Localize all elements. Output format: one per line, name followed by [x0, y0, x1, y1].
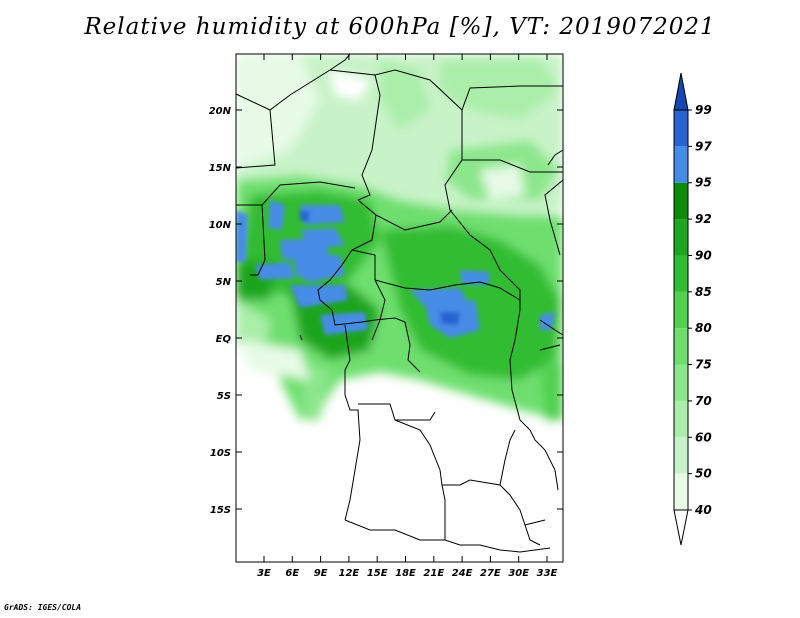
colorbar-label: 97 — [695, 139, 712, 153]
colorbar-label: 99 — [695, 103, 712, 117]
lon-label: 24E — [452, 568, 473, 579]
chart-title: Relative humidity at 600hPa [%], VT: 201… — [84, 14, 716, 40]
colorbar-bin — [674, 146, 688, 183]
longitude-axis: 3E 6E 9E 12E 15E 18E 21E 24E 27E 30E 33E — [257, 54, 558, 579]
colorbar-bin — [674, 473, 688, 510]
grads-credit: GrADS: IGES/COLA — [4, 603, 82, 612]
colorbar-label: 50 — [695, 467, 712, 481]
colorbar-label: 80 — [695, 321, 712, 335]
map-frame — [235, 53, 564, 563]
colorbar-bin — [673, 72, 689, 111]
lat-label: 5S — [217, 391, 231, 402]
colorbar-label: 92 — [695, 212, 712, 226]
colorbar-bin — [674, 219, 688, 256]
lon-label: 18E — [395, 568, 416, 579]
lon-label: 30E — [508, 568, 529, 579]
country-borders — [235, 53, 564, 553]
lat-label: 15N — [209, 163, 232, 174]
colorbar-bin — [674, 400, 688, 438]
colorbar-label: 85 — [695, 285, 712, 299]
colorbar-label: 40 — [694, 503, 712, 517]
latitude-axis: 20N 15N 10N 5N EQ 5S 10S 15S — [209, 106, 563, 516]
lat-label: 5N — [216, 277, 232, 288]
colorbar-bin — [674, 255, 688, 292]
lat-label: 20N — [209, 106, 232, 117]
lat-label: 10S — [210, 448, 231, 459]
colorbar-bin — [674, 182, 688, 220]
lon-label: 12E — [339, 568, 360, 579]
lon-label: 6E — [285, 568, 299, 579]
humidity-field — [236, 54, 563, 562]
lon-label: 3E — [257, 568, 271, 579]
colorbar-label: 60 — [695, 430, 712, 444]
colorbar-bin — [674, 364, 688, 401]
colorbar-label: 70 — [695, 394, 712, 408]
colorbar-frame — [673, 109, 689, 511]
colorbar-bin — [674, 328, 688, 365]
lat-label: EQ — [216, 334, 232, 345]
lon-label: 9E — [314, 568, 328, 579]
lon-label: 21E — [423, 568, 444, 579]
colorbar-label: 75 — [695, 358, 712, 372]
colorbar-bin — [674, 291, 688, 329]
colorbar: 40 50 60 70 75 80 85 90 92 95 97 99 — [673, 72, 712, 546]
lon-label: 15E — [367, 568, 388, 579]
lat-label: 10N — [209, 220, 232, 231]
colorbar-label: 95 — [695, 176, 712, 190]
lon-label: 27E — [480, 568, 501, 579]
lon-label: 33E — [537, 568, 558, 579]
colorbar-bin — [674, 110, 688, 147]
colorbar-label: 90 — [695, 248, 712, 262]
lat-label: 15S — [210, 505, 231, 516]
colorbar-bin — [674, 437, 688, 474]
colorbar-bin — [673, 509, 689, 546]
